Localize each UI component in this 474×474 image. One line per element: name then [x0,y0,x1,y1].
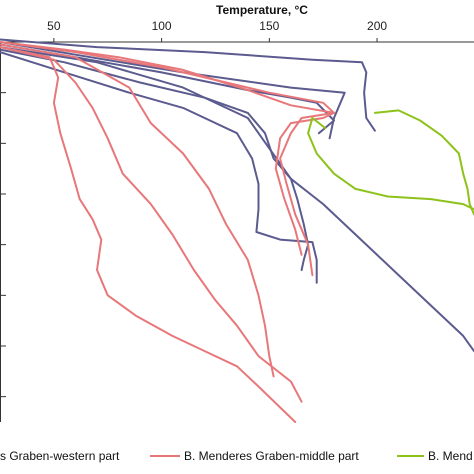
plot-frame [0,41,474,422]
series-line-western-5 [0,46,474,353]
series-line-middle-9 [0,46,303,403]
series-line-eastern-13 [373,109,474,216]
series-line-western-1 [0,38,376,132]
series-line-middle-11 [0,41,335,256]
legend-label: B. Mend [428,449,473,463]
series-line-middle-8 [0,43,275,378]
series-line-eastern-12 [307,117,474,211]
legend: s Graben-western part B. Menderes Graben-… [0,449,473,463]
x-axis-ticks: 50 100 150 200 [47,19,387,42]
x-axis-title: Temperature, °C [216,3,308,17]
x-tick-label: 200 [367,19,387,33]
legend-label: s Graben-western part [0,449,120,463]
series-line-middle-10 [0,46,297,423]
series-line-western-6 [0,41,346,140]
series-layer [0,38,474,423]
x-tick-label: 100 [152,19,172,33]
series-line-middle-7 [0,41,335,277]
legend-label: B. Menderes Graben-middle part [184,449,359,463]
y-axis-ticks [0,92,6,398]
x-tick-label: 50 [47,19,61,33]
x-tick-label: 150 [259,19,279,33]
series-line-western-4 [0,51,318,284]
series-line-western-2 [0,43,335,135]
